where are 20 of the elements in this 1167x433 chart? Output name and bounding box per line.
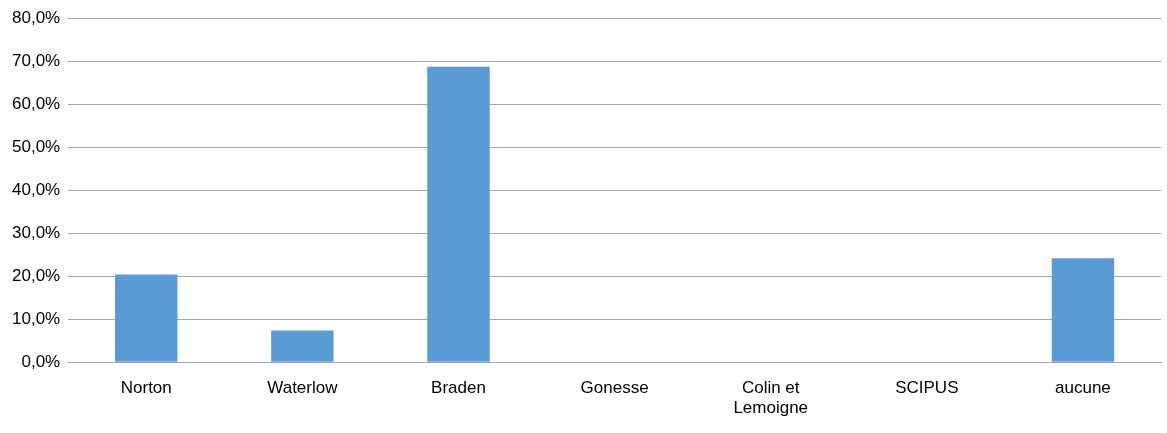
bar: [427, 66, 490, 362]
x-tick-label: Gonesse: [580, 378, 649, 398]
y-tick-label: 70,0%: [12, 50, 61, 70]
y-tick-label: 40,0%: [12, 179, 61, 199]
x-tick-label: Braden: [431, 378, 486, 398]
bar: [271, 330, 334, 362]
x-tick-label: Colin et Lemoigne: [733, 378, 809, 418]
y-tick-label: 60,0%: [12, 93, 61, 113]
y-tick-label: 0,0%: [21, 351, 61, 371]
bar: [1051, 258, 1115, 362]
y-tick-label: 50,0%: [12, 136, 61, 156]
x-tick-label: Waterlow: [267, 378, 339, 398]
x-tick-label: SCIPUS: [895, 378, 959, 398]
x-tick-label: Norton: [120, 378, 172, 398]
y-tick-label: 20,0%: [12, 265, 61, 285]
bar: [115, 274, 178, 362]
y-tick-label: 80,0%: [12, 7, 61, 27]
y-tick-label: 10,0%: [12, 308, 61, 328]
x-tick-label: aucune: [1055, 378, 1111, 398]
y-tick-label: 30,0%: [12, 222, 61, 242]
